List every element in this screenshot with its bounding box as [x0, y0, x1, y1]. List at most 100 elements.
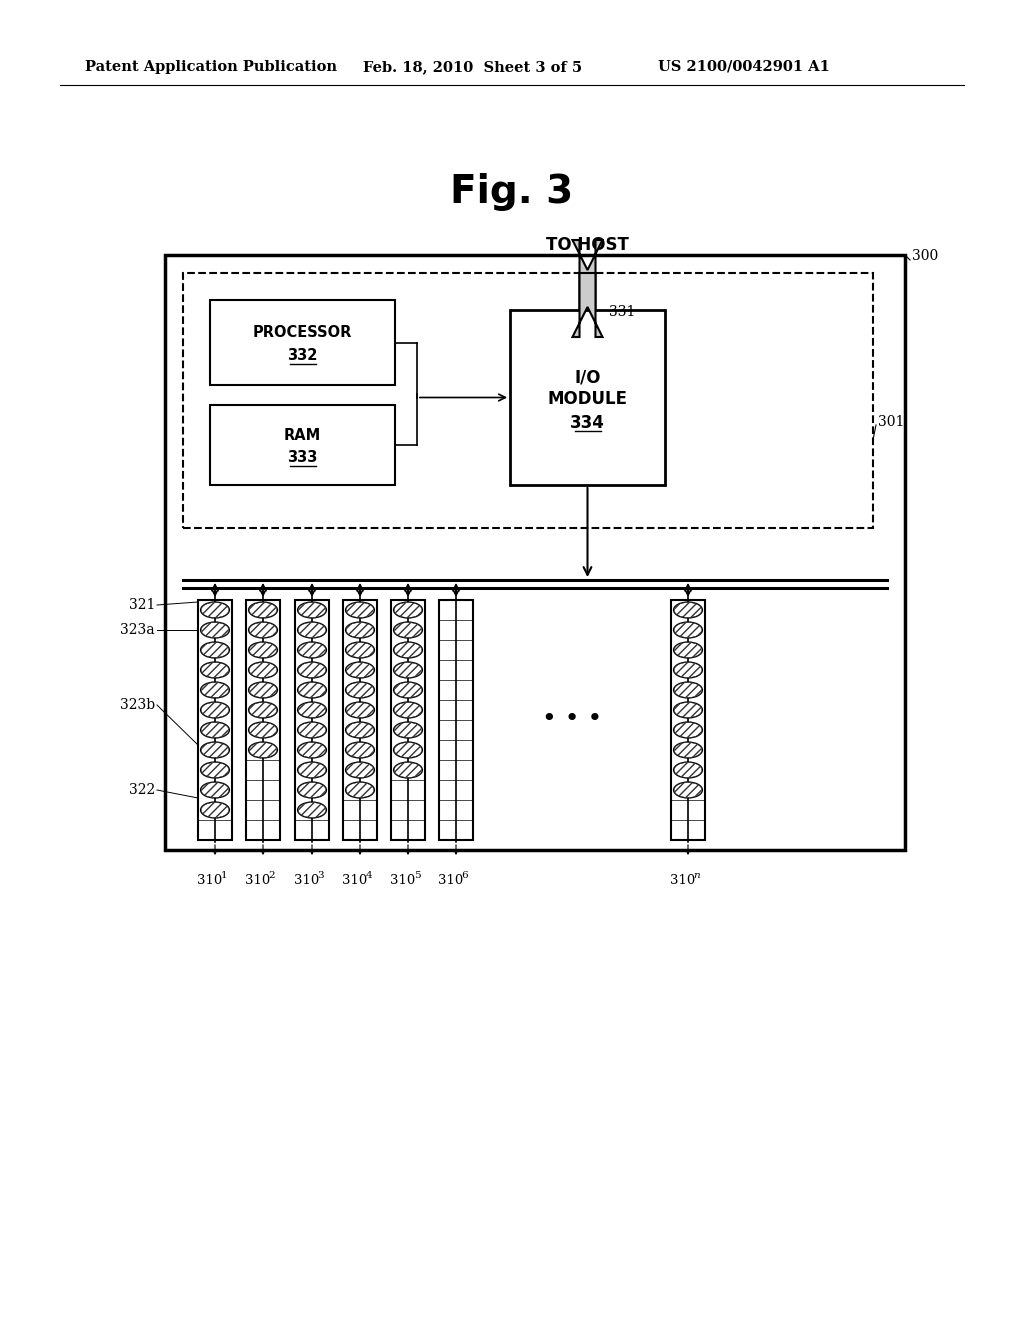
Ellipse shape	[201, 682, 229, 698]
Bar	[210, 405, 395, 484]
Ellipse shape	[393, 762, 423, 777]
Ellipse shape	[674, 781, 702, 799]
Text: 323b: 323b	[120, 698, 155, 711]
Ellipse shape	[201, 602, 229, 618]
Bar	[671, 601, 705, 840]
Ellipse shape	[298, 722, 327, 738]
Ellipse shape	[393, 642, 423, 657]
Text: • • •: • • •	[542, 709, 602, 731]
Ellipse shape	[674, 602, 702, 618]
Text: 310: 310	[438, 874, 464, 887]
Text: 4: 4	[366, 871, 373, 880]
Ellipse shape	[393, 742, 423, 758]
Text: Patent Application Publication: Patent Application Publication	[85, 59, 337, 74]
Text: 301: 301	[878, 414, 904, 429]
Ellipse shape	[345, 702, 375, 718]
Bar	[165, 255, 905, 850]
Ellipse shape	[298, 663, 327, 678]
Bar	[210, 300, 395, 385]
Ellipse shape	[201, 663, 229, 678]
Text: 334: 334	[570, 413, 605, 432]
Ellipse shape	[345, 663, 375, 678]
Text: US 2100/0042901 A1: US 2100/0042901 A1	[658, 59, 829, 74]
Ellipse shape	[298, 781, 327, 799]
Ellipse shape	[201, 781, 229, 799]
Ellipse shape	[674, 762, 702, 777]
Text: 6: 6	[462, 871, 468, 880]
Text: 310: 310	[246, 874, 270, 887]
Text: 310: 310	[342, 874, 368, 887]
Ellipse shape	[249, 702, 278, 718]
Text: 331: 331	[609, 305, 636, 319]
Ellipse shape	[249, 682, 278, 698]
Ellipse shape	[201, 642, 229, 657]
Text: n: n	[693, 871, 700, 880]
Ellipse shape	[393, 622, 423, 638]
Bar	[198, 601, 232, 840]
Ellipse shape	[393, 702, 423, 718]
Text: 322: 322	[129, 783, 155, 797]
Ellipse shape	[298, 682, 327, 698]
Ellipse shape	[298, 642, 327, 657]
Text: 310: 310	[294, 874, 319, 887]
Ellipse shape	[201, 762, 229, 777]
Bar	[246, 601, 280, 840]
Bar	[343, 601, 377, 840]
Ellipse shape	[345, 722, 375, 738]
Text: I/O: I/O	[574, 368, 601, 387]
Text: 3: 3	[317, 871, 325, 880]
Bar	[183, 273, 873, 528]
Text: RAM: RAM	[284, 428, 322, 442]
Ellipse shape	[298, 622, 327, 638]
Text: 300: 300	[912, 249, 938, 263]
Ellipse shape	[298, 742, 327, 758]
Text: 2: 2	[268, 871, 275, 880]
Ellipse shape	[674, 622, 702, 638]
Text: 310: 310	[390, 874, 416, 887]
Text: 310: 310	[671, 874, 695, 887]
Ellipse shape	[345, 642, 375, 657]
Ellipse shape	[249, 742, 278, 758]
Ellipse shape	[674, 642, 702, 657]
Ellipse shape	[298, 762, 327, 777]
Ellipse shape	[201, 622, 229, 638]
Ellipse shape	[298, 803, 327, 818]
Ellipse shape	[674, 682, 702, 698]
Text: PROCESSOR: PROCESSOR	[253, 325, 352, 341]
Ellipse shape	[345, 742, 375, 758]
Ellipse shape	[674, 722, 702, 738]
Ellipse shape	[249, 622, 278, 638]
Ellipse shape	[201, 702, 229, 718]
Ellipse shape	[345, 682, 375, 698]
Text: 332: 332	[288, 348, 317, 363]
Text: 310: 310	[198, 874, 222, 887]
Ellipse shape	[249, 663, 278, 678]
Text: 323a: 323a	[121, 623, 155, 638]
Ellipse shape	[345, 781, 375, 799]
Bar	[295, 601, 329, 840]
Text: MODULE: MODULE	[548, 391, 628, 408]
Ellipse shape	[393, 722, 423, 738]
Ellipse shape	[249, 642, 278, 657]
Ellipse shape	[201, 742, 229, 758]
Ellipse shape	[298, 602, 327, 618]
Ellipse shape	[674, 702, 702, 718]
Ellipse shape	[345, 762, 375, 777]
Text: Feb. 18, 2010  Sheet 3 of 5: Feb. 18, 2010 Sheet 3 of 5	[362, 59, 582, 74]
Polygon shape	[572, 273, 602, 337]
Ellipse shape	[393, 602, 423, 618]
Ellipse shape	[201, 803, 229, 818]
Text: 321: 321	[129, 598, 155, 612]
Ellipse shape	[345, 622, 375, 638]
Bar	[391, 601, 425, 840]
Ellipse shape	[201, 722, 229, 738]
Text: 5: 5	[414, 871, 420, 880]
Ellipse shape	[249, 602, 278, 618]
Text: Fig. 3: Fig. 3	[451, 173, 573, 211]
Text: TO HOST: TO HOST	[546, 236, 629, 253]
Ellipse shape	[674, 663, 702, 678]
Ellipse shape	[393, 682, 423, 698]
Ellipse shape	[393, 663, 423, 678]
Bar	[510, 310, 665, 484]
Bar	[439, 601, 473, 840]
